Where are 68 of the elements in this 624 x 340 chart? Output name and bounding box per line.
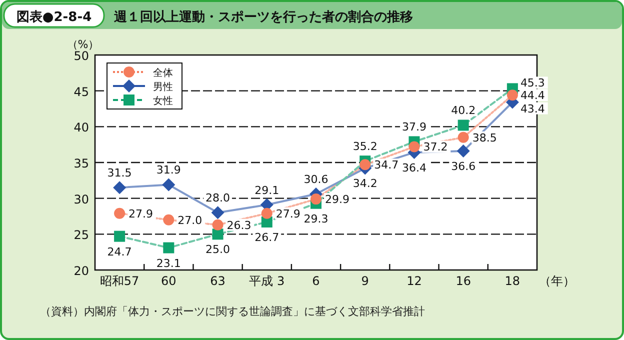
- point: [163, 214, 174, 226]
- y-tick-label: 50: [74, 49, 89, 63]
- y-tick-label: 35: [74, 156, 89, 170]
- point: [360, 159, 371, 170]
- chart-title: 週１回以上運動・スポーツを行った者の割合の推移: [113, 9, 413, 25]
- data-label: 35.2: [352, 140, 378, 154]
- x-tick-label: 9: [361, 274, 369, 288]
- x-axis-title: （年）: [539, 274, 575, 288]
- point: [162, 178, 176, 192]
- data-label: 44.4: [520, 89, 545, 102]
- point: [212, 219, 224, 230]
- point: [211, 206, 224, 220]
- data-label: 29.9: [325, 193, 350, 206]
- y-tick-label: 40: [74, 120, 89, 135]
- data-label: 24.7: [107, 245, 132, 258]
- x-tick-label: 16: [456, 274, 471, 288]
- y-tick-label: 20: [74, 264, 89, 278]
- point: [212, 228, 224, 240]
- data-label: 27.9: [128, 207, 154, 220]
- point: [114, 230, 126, 242]
- point: [163, 242, 174, 254]
- x-tick-label: 昭和57: [100, 274, 140, 288]
- data-label: 40.2: [451, 104, 476, 118]
- text: （資料）内閣府「体力・スポーツに関する世論調査」に基づく文部科学省推計: [40, 305, 425, 318]
- data-label: 38.5: [472, 131, 497, 144]
- data-label: 37.2: [423, 140, 448, 154]
- data-label: 27.0: [178, 214, 202, 227]
- y-axis-title: （%）: [66, 38, 100, 51]
- data-label: 23.1: [156, 256, 181, 270]
- y-tick-label: 30: [74, 192, 89, 206]
- point: [458, 120, 469, 131]
- x-tick-label: 6: [312, 274, 320, 288]
- point: [458, 132, 469, 143]
- point: [456, 144, 470, 158]
- x-tick-label: 63: [210, 274, 226, 288]
- x-tick-label: 平成 3: [249, 274, 285, 288]
- y-tick-label: 25: [74, 228, 89, 242]
- data-label: 25.0: [206, 243, 230, 256]
- data-label: 31.5: [107, 166, 132, 180]
- x-tick-label: 60: [161, 274, 176, 288]
- data-label: 43.4: [520, 102, 545, 116]
- data-label: 26.7: [254, 230, 280, 244]
- x-tick-label: 12: [406, 274, 422, 288]
- data-label: 34.2: [352, 177, 378, 190]
- x-tick-label: 18: [504, 274, 520, 288]
- data-label: 27.9: [276, 207, 300, 220]
- data-label: 30.6: [304, 173, 328, 186]
- legend-label: 男性: [153, 81, 173, 93]
- data-label: 36.4: [402, 161, 426, 174]
- point: [310, 194, 322, 205]
- point: [408, 141, 420, 152]
- data-label: 28.0: [206, 192, 230, 205]
- data-label: 29.1: [254, 184, 280, 197]
- data-label: 37.9: [402, 120, 426, 134]
- data-label: 31.9: [156, 164, 181, 177]
- data-label: 36.6: [451, 160, 476, 174]
- data-label: 26.3: [226, 218, 252, 232]
- y-tick-label: 45: [74, 84, 89, 99]
- point: [261, 208, 272, 219]
- data-label: 29.3: [304, 212, 328, 226]
- point: [113, 181, 126, 194]
- data-label: 45.3: [520, 76, 545, 90]
- point: [506, 90, 518, 101]
- legend-label: 女性: [153, 95, 173, 107]
- chart-subtitle: 図表●2-8-4: [16, 10, 92, 25]
- point: [114, 208, 126, 219]
- data-label: 34.7: [374, 158, 399, 172]
- legend-label: 全体: [153, 67, 173, 79]
